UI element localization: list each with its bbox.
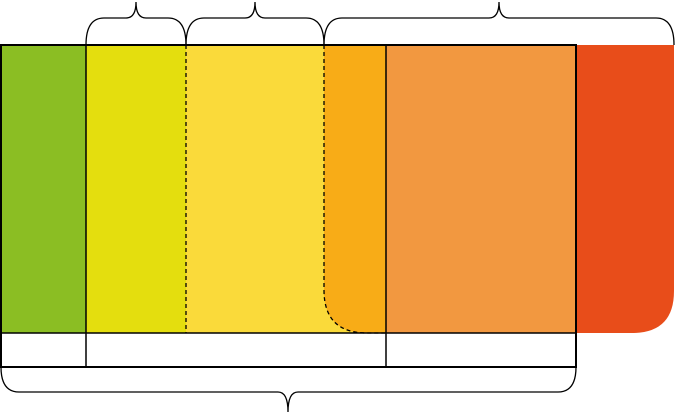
bottom-brace [0,366,577,413]
band-orange [386,45,576,333]
dashed-curve-amber [323,45,386,334]
top-brace-3 [323,1,675,46]
band-red [576,45,674,333]
outer-frame [0,44,577,368]
band-amber [324,45,386,333]
band-green [1,45,86,333]
top-brace-2 [185,1,325,46]
top-brace-1 [85,1,187,46]
band-yellow-green [86,45,186,333]
bottom-strip [1,333,576,367]
